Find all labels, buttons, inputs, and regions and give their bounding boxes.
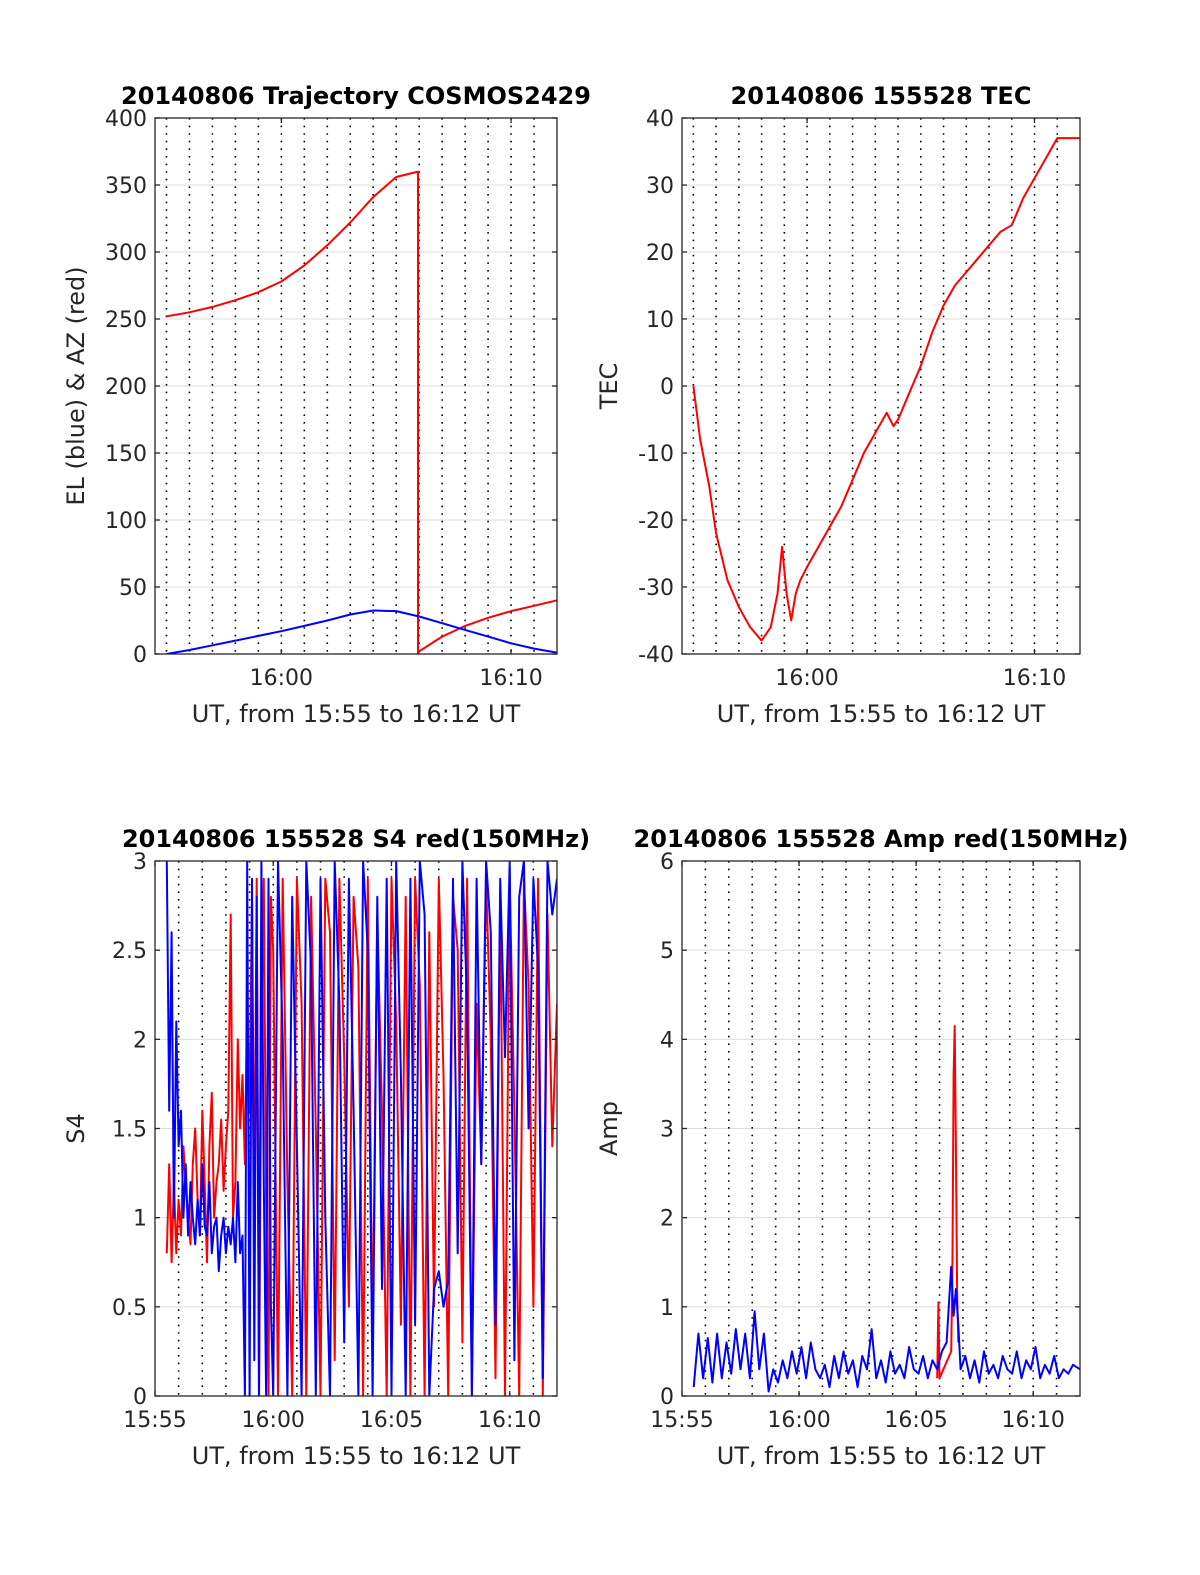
y-tick-label: 100: [105, 509, 147, 534]
chart-title: 20140806 155528 Amp red(150MHz): [634, 825, 1129, 853]
y-tick-label: 5: [660, 939, 674, 964]
y-tick-label: 400: [105, 107, 147, 132]
x-axis-label: UT, from 15:55 to 16:12 UT: [717, 700, 1046, 728]
y-tick-label: 3: [133, 850, 147, 875]
x-tick-label: 16:05: [884, 1408, 947, 1433]
series-line-az: [166, 170, 557, 654]
y-tick-label: 0: [133, 1385, 147, 1410]
y-tick-label: 0: [660, 1385, 674, 1410]
x-axis-label: UT, from 15:55 to 16:12 UT: [192, 1442, 521, 1470]
y-tick-label: 350: [105, 174, 147, 199]
chart-panel-4: 0 1 2 3 4 5 6 15:55 16:00 16:05 16:10 20140806 1555…: [595, 825, 1128, 1470]
x-axis-label: UT, from 15:55 to 16:12 UT: [717, 1442, 1046, 1470]
x-tick-label: 15:55: [650, 1408, 713, 1433]
series-line-1: [692, 137, 1080, 642]
chart-title: 20140806 Trajectory COSMOS2429: [121, 82, 591, 110]
y-tick-label: 3: [660, 1118, 674, 1143]
y-tick-label: 0: [133, 643, 147, 668]
y-axis-label: EL (blue) & AZ (red): [62, 266, 90, 505]
x-tick-label: 16:00: [250, 666, 313, 691]
y-tick-label: 50: [119, 576, 147, 601]
y-tick-label: 0.5: [112, 1296, 147, 1321]
y-tick-label: -20: [638, 509, 674, 534]
y-tick-label: 250: [105, 308, 147, 333]
y-tick-label: 300: [105, 241, 147, 266]
y-tick-label: 1: [660, 1296, 674, 1321]
y-tick-label: -40: [638, 643, 674, 668]
y-tick-label: 40: [646, 107, 674, 132]
y-tick-label: 10: [646, 308, 674, 333]
y-tick-label: 30: [646, 174, 674, 199]
x-tick-label: 16:10: [1001, 1408, 1064, 1433]
y-tick-label: 200: [105, 375, 147, 400]
x-tick-label: 15:55: [123, 1408, 186, 1433]
series-line-2: [165, 861, 557, 1396]
y-tick-label: 2: [660, 1207, 674, 1232]
y-tick-label: 0: [660, 375, 674, 400]
y-tick-label: -10: [638, 442, 674, 467]
series-line-1: [936, 1025, 960, 1380]
x-tick-label: 16:10: [1003, 666, 1066, 691]
y-axis-label: Amp: [595, 1101, 623, 1156]
x-axis-label: UT, from 15:55 to 16:12 UT: [192, 700, 521, 728]
chart-title: 20140806 155528 TEC: [731, 82, 1032, 110]
chart-title: 20140806 155528 S4 red(150MHz): [122, 825, 590, 853]
y-tick-label: 2.5: [112, 939, 147, 964]
x-tick-label: 16:00: [242, 1408, 305, 1433]
x-tick-label: 16:10: [479, 666, 542, 691]
chart-panel-2: -40 -30 -20 -10 0 10 20 30 40 16:00 16:10 20140806 …: [595, 82, 1081, 728]
y-tick-label: 1: [133, 1207, 147, 1232]
series-line-el: [166, 609, 557, 654]
x-tick-label: 16:10: [478, 1408, 541, 1433]
chart-panel-3: 0 0.5 1 1.5 2 2.5 3 15:55 16:00 16:05 16:10 2014080…: [62, 825, 590, 1470]
y-axis-label: S4: [62, 1113, 90, 1144]
y-tick-label: 20: [646, 241, 674, 266]
x-tick-label: 16:05: [360, 1408, 423, 1433]
y-tick-label: 1.5: [112, 1118, 147, 1143]
x-tick-label: 16:00: [767, 1408, 830, 1433]
y-tick-label: 4: [660, 1028, 674, 1053]
y-tick-label: 2: [133, 1028, 147, 1053]
series-line-2: [692, 1265, 1080, 1393]
y-tick-label: -30: [638, 576, 674, 601]
y-axis-label: TEC: [595, 363, 623, 411]
y-tick-label: 6: [660, 850, 674, 875]
chart-panel-1: 0 50 100 150 200 250 300 350 400 16:00 16:10 201408…: [62, 82, 591, 728]
y-tick-label: 150: [105, 442, 147, 467]
x-tick-label: 16:00: [775, 666, 838, 691]
